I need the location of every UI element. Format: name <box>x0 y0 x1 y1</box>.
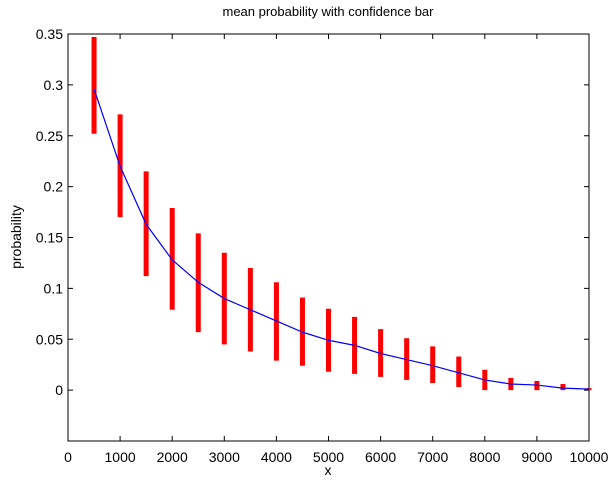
y-tick-label: 0.15 <box>36 230 63 246</box>
plot-area <box>67 33 590 442</box>
x-tick-label: 5000 <box>313 449 344 465</box>
y-axis: 0 0.05 0.1 0.15 0.2 0.25 0.3 0.35 <box>36 26 589 398</box>
y-tick-label: 0.3 <box>44 77 64 93</box>
y-tick-label: 0.1 <box>44 280 64 296</box>
y-tick-label: 0.25 <box>36 128 63 144</box>
x-tick-label: 8000 <box>469 449 500 465</box>
x-tick-label: 6000 <box>365 449 396 465</box>
x-tick-label: 10000 <box>570 449 609 465</box>
y-tick-label: 0.05 <box>36 331 63 347</box>
x-tick-label: 4000 <box>261 449 292 465</box>
y-tick-label: 0 <box>55 382 63 398</box>
x-tick-label: 1000 <box>105 449 136 465</box>
x-tick-label: 9000 <box>521 449 552 465</box>
x-tick-label: 7000 <box>417 449 448 465</box>
x-tick-label: 2000 <box>157 449 188 465</box>
y-tick-label: 0.2 <box>44 179 64 195</box>
mean-probability-line <box>93 88 590 390</box>
x-axis-label: x <box>325 462 332 478</box>
x-tick-label: 3000 <box>209 449 240 465</box>
x-axis: 0 1000 2000 3000 4000 5000 6000 7000 8000 9000 100… <box>64 34 609 465</box>
x-tick-label: 0 <box>64 449 72 465</box>
y-tick-label: 0.35 <box>36 26 63 42</box>
chart-title: mean probability with confidence bar <box>222 4 434 19</box>
y-axis-label: probability <box>8 205 24 269</box>
